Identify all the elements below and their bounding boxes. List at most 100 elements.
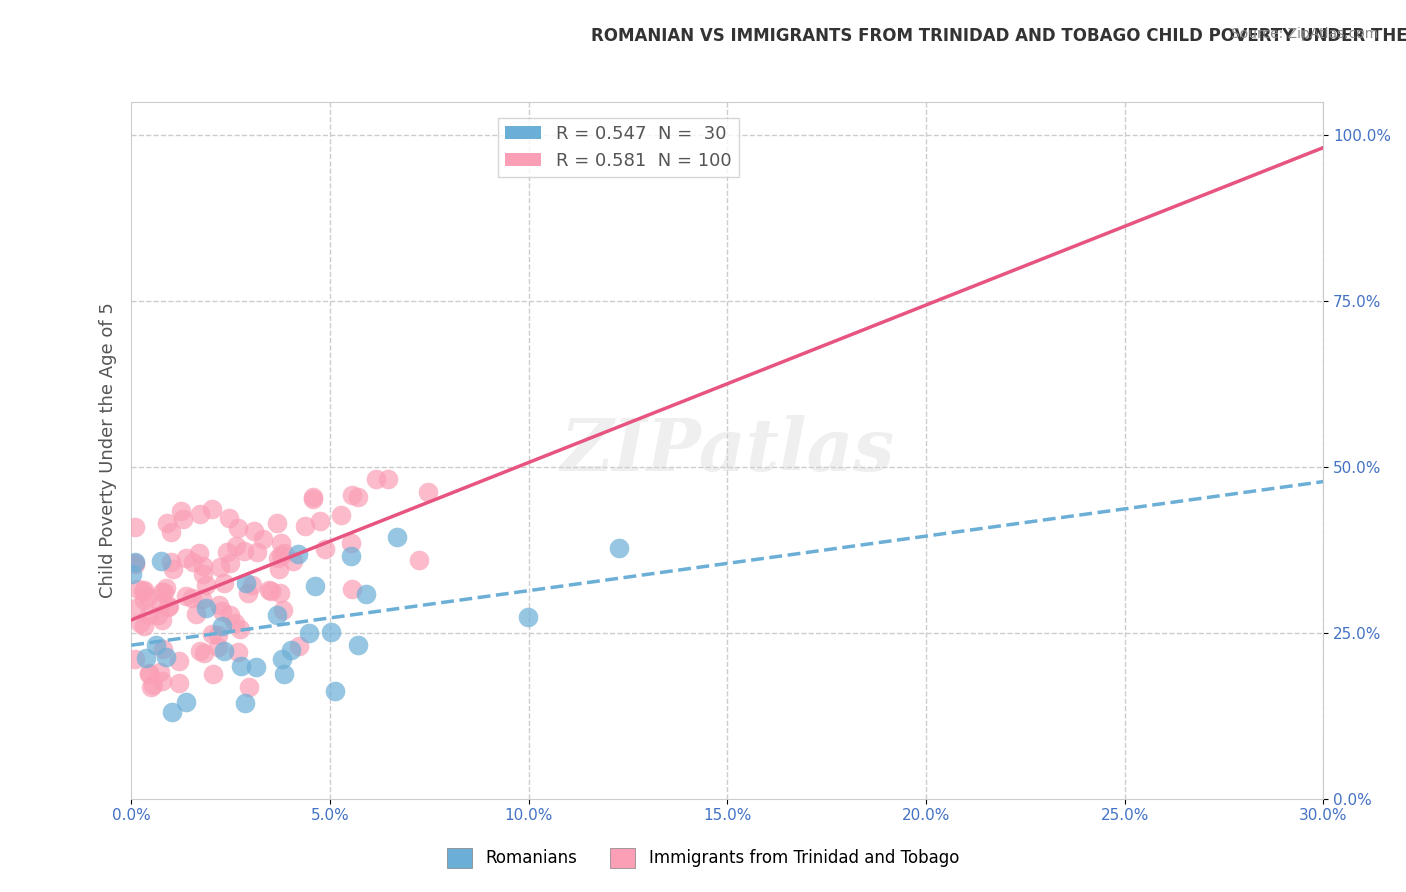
Point (201, 627, 224, 641)
Point (149, 553, 172, 567)
Point (149, 665, 172, 680)
Point (607, 541, 630, 556)
Point (271, 652, 294, 666)
Point (314, 542, 336, 557)
Point (229, 658, 252, 673)
Point (266, 516, 288, 530)
Point (157, 599, 180, 614)
Point (246, 545, 269, 559)
Point (301, 491, 323, 506)
Point (155, 581, 177, 595)
Point (233, 543, 256, 558)
Point (319, 624, 342, 639)
Point (218, 511, 240, 525)
Point (124, 558, 146, 572)
Point (186, 607, 208, 622)
Point (212, 575, 235, 590)
Point (229, 623, 252, 637)
Point (188, 507, 211, 521)
Point (346, 490, 368, 504)
Point (150, 585, 173, 599)
Point (145, 638, 167, 652)
Point (408, 553, 430, 567)
Point (207, 640, 229, 654)
Point (187, 546, 209, 560)
Legend: Romanians, Immigrants from Trinidad and Tobago: Romanians, Immigrants from Trinidad and … (440, 841, 966, 875)
Point (162, 562, 184, 576)
Point (174, 695, 197, 709)
Point (191, 566, 214, 581)
Point (302, 491, 325, 505)
Point (150, 613, 173, 627)
Point (281, 554, 304, 568)
Point (207, 628, 229, 642)
Point (211, 618, 233, 632)
Point (517, 609, 540, 624)
Point (132, 619, 155, 633)
Point (132, 583, 155, 598)
Point (273, 546, 295, 560)
Point (266, 607, 288, 622)
Point (152, 642, 174, 657)
Point (235, 575, 257, 590)
Point (209, 560, 232, 574)
Point (252, 532, 274, 546)
Point (124, 520, 146, 534)
Point (323, 684, 346, 698)
Point (131, 584, 153, 599)
Point (242, 524, 264, 539)
Point (124, 651, 146, 665)
Point (377, 472, 399, 486)
Point (160, 555, 183, 569)
Point (219, 556, 242, 570)
Point (124, 556, 146, 570)
Point (138, 666, 160, 681)
Point (194, 577, 217, 591)
Point (194, 600, 217, 615)
Point (148, 607, 170, 622)
Point (288, 639, 311, 653)
Point (418, 485, 440, 500)
Point (170, 504, 193, 518)
Point (226, 645, 249, 659)
Point (188, 643, 211, 657)
Point (347, 638, 370, 652)
Point (167, 654, 190, 668)
Point (172, 512, 194, 526)
Point (155, 649, 177, 664)
Point (280, 642, 302, 657)
Point (157, 599, 180, 614)
Point (139, 680, 162, 694)
Point (309, 514, 332, 528)
Point (208, 598, 231, 612)
Point (260, 584, 283, 599)
Point (238, 680, 260, 694)
Point (267, 550, 290, 565)
Point (201, 501, 224, 516)
Point (340, 549, 363, 564)
Point (240, 578, 263, 592)
Point (294, 519, 316, 533)
Point (270, 548, 292, 562)
Point (329, 508, 352, 523)
Point (136, 590, 159, 604)
Point (259, 582, 281, 597)
Point (181, 556, 204, 570)
Point (153, 584, 176, 599)
Point (181, 591, 204, 606)
Point (217, 545, 239, 559)
Point (245, 660, 267, 674)
Legend: R = 0.547  N =  30, R = 0.581  N = 100: R = 0.547 N = 30, R = 0.581 N = 100 (498, 118, 738, 177)
Text: Source: ZipAtlas.com: Source: ZipAtlas.com (1230, 27, 1378, 41)
Point (127, 582, 149, 597)
Point (160, 524, 183, 539)
Point (142, 678, 165, 692)
Point (340, 536, 363, 550)
Point (191, 591, 214, 606)
Point (129, 615, 152, 630)
Y-axis label: Child Poverty Under the Age of 5: Child Poverty Under the Age of 5 (100, 302, 117, 598)
Point (364, 472, 387, 486)
Point (191, 559, 214, 574)
Point (224, 615, 246, 630)
Point (233, 696, 256, 710)
